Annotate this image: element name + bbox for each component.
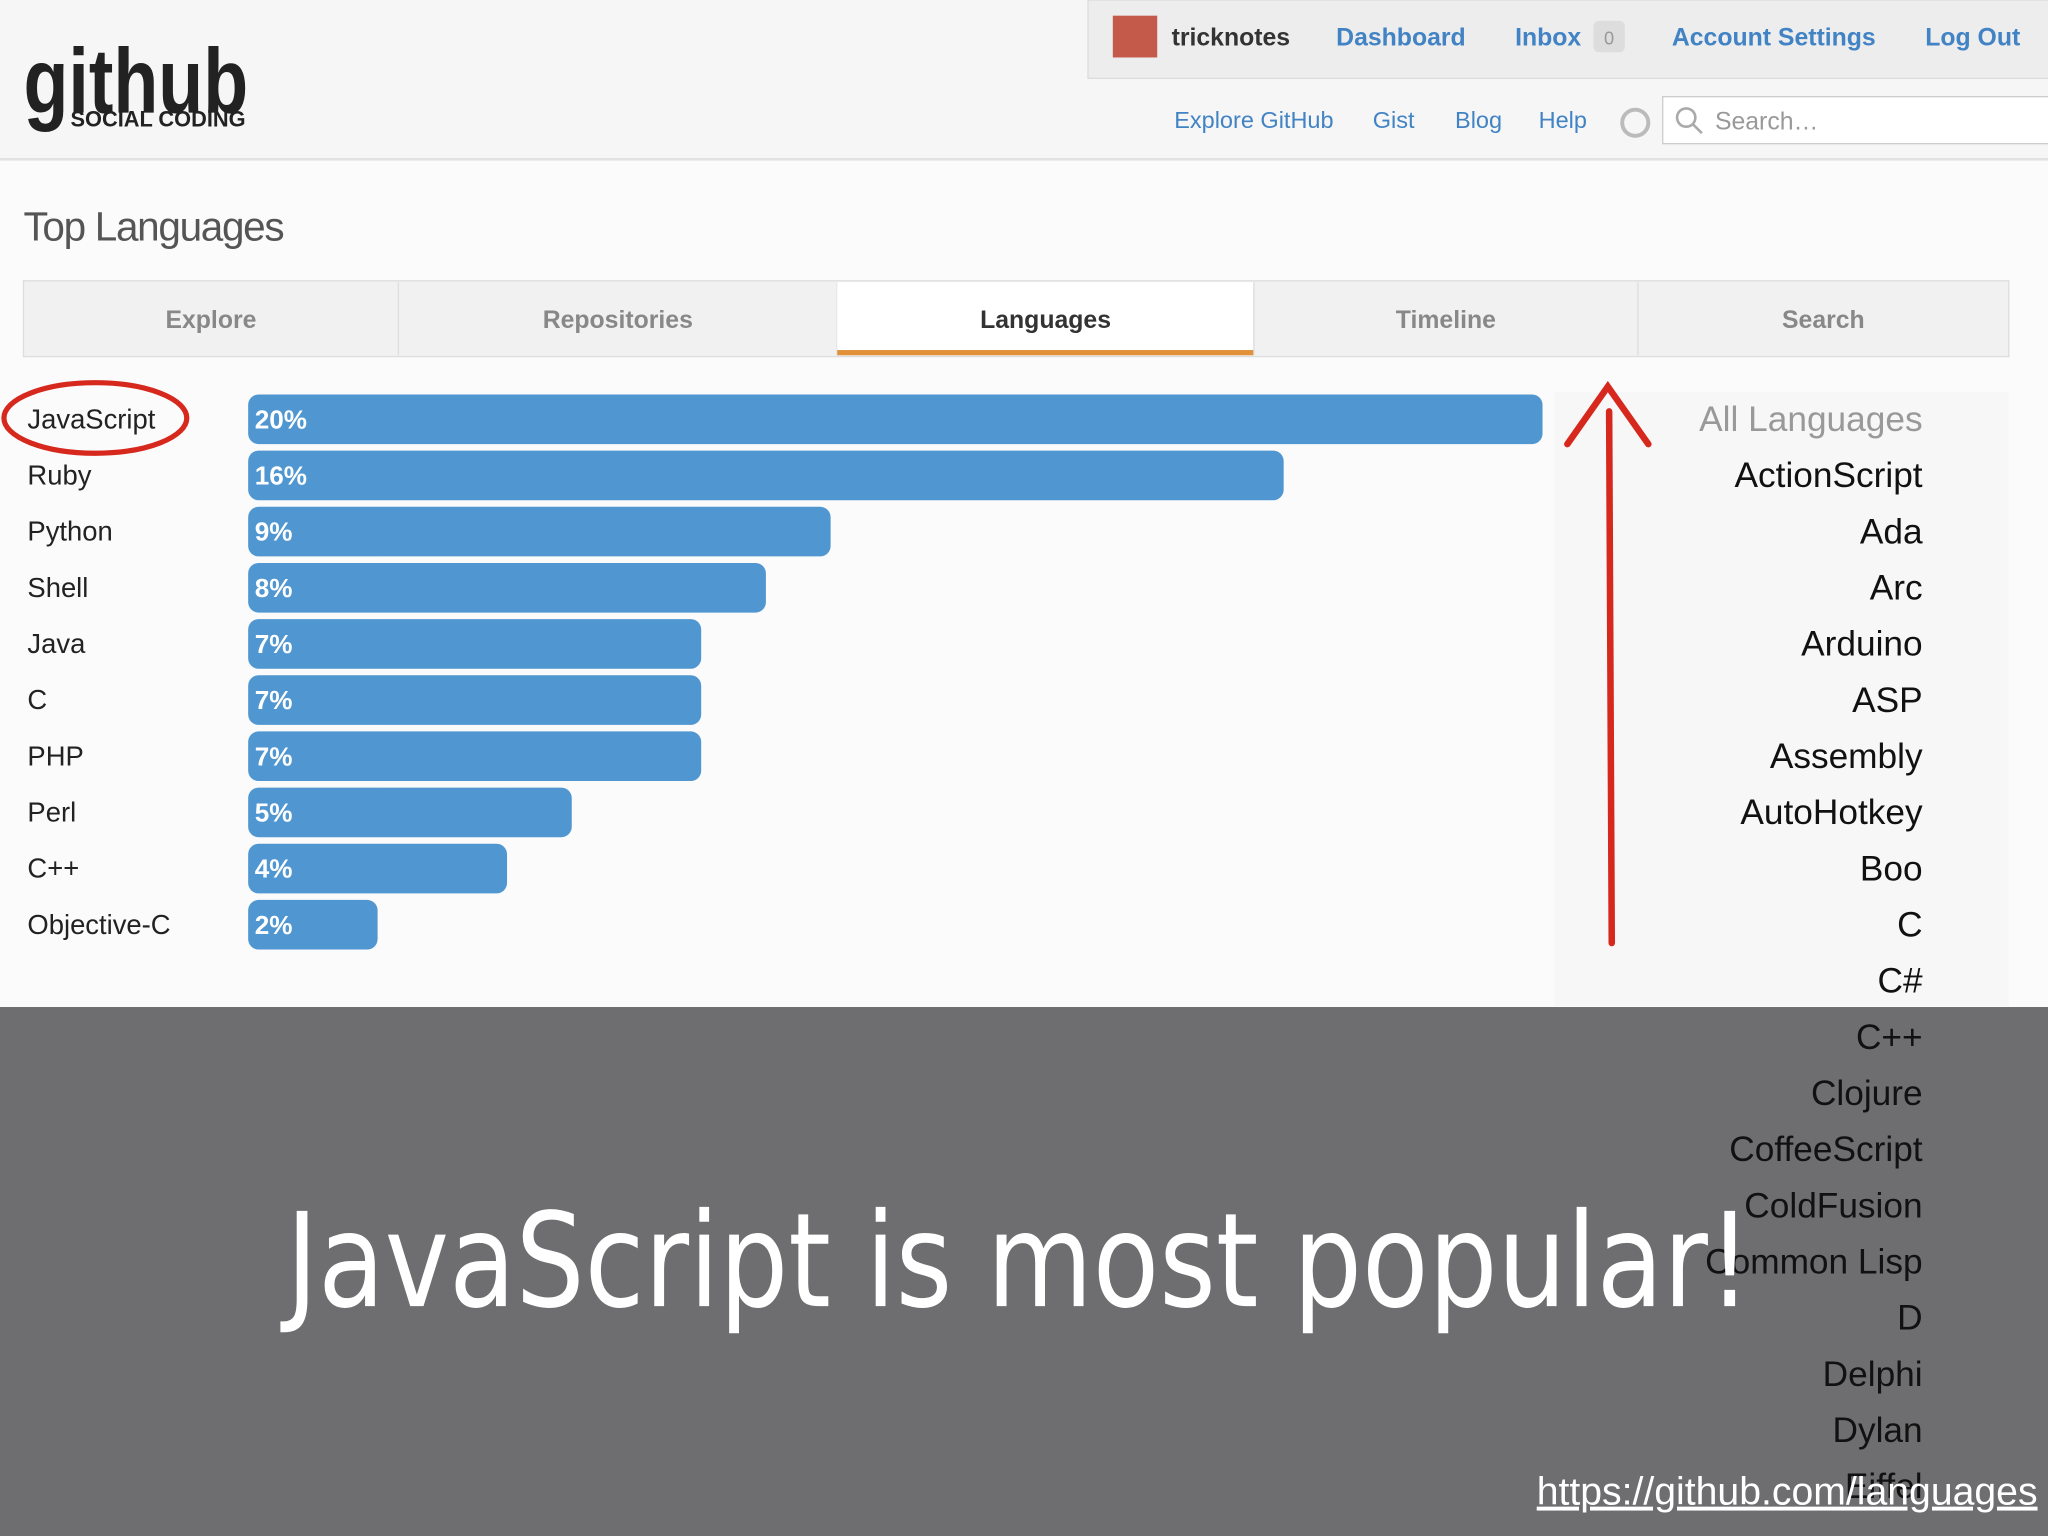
- tab-underline: [837, 350, 1254, 356]
- search-icon: [1675, 107, 1697, 128]
- username[interactable]: tricknotes: [1172, 25, 1291, 52]
- value-label: 20%: [255, 404, 307, 434]
- language-name[interactable]: C: [27, 684, 47, 715]
- bar: [248, 787, 572, 838]
- subnav-link[interactable]: Gist: [1373, 107, 1415, 133]
- nav-link[interactable]: Account Settings: [1672, 25, 1876, 52]
- tab[interactable]: Repositories: [543, 307, 693, 334]
- language-link[interactable]: Eiffel: [1845, 1467, 1923, 1506]
- search-icon: [1691, 123, 1703, 135]
- bar: [248, 619, 702, 669]
- annotation-arrow: [1564, 380, 1652, 947]
- logo-sub: SOCIAL CODING: [71, 107, 246, 132]
- language-link[interactable]: ColdFusion: [1744, 1186, 1922, 1225]
- language-name[interactable]: Ruby: [27, 460, 91, 491]
- nav-link[interactable]: Log Out: [1925, 25, 2020, 52]
- bar: [248, 843, 508, 894]
- language-list: All Languages ActionScript Ada Arc Arduino AS…: [1699, 400, 1923, 1506]
- tab-active: [837, 282, 1254, 356]
- language-link[interactable]: Arc: [1870, 569, 1923, 608]
- language-link[interactable]: ASP: [1852, 681, 1923, 720]
- nav-link[interactable]: Inbox: [1515, 25, 1581, 52]
- value-label: 16%: [255, 461, 307, 491]
- nav-link[interactable]: Dashboard: [1336, 25, 1466, 52]
- settings-icon[interactable]: [1620, 107, 1651, 138]
- language-link[interactable]: Clojure: [1811, 1074, 1923, 1113]
- language-link[interactable]: Common Lisp: [1705, 1242, 1922, 1281]
- tab[interactable]: Search: [1782, 307, 1865, 334]
- language-link[interactable]: CoffeeScript: [1729, 1130, 1923, 1169]
- language-name[interactable]: Perl: [27, 797, 76, 828]
- tab[interactable]: Languages: [980, 307, 1111, 334]
- avatar[interactable]: [1112, 15, 1158, 58]
- language-link[interactable]: Ada: [1860, 512, 1923, 551]
- source-url[interactable]: https://github.com/languages: [1537, 1471, 2038, 1514]
- overlay-band: [0, 1007, 2048, 1536]
- language-name[interactable]: Shell: [27, 572, 88, 603]
- language-link[interactable]: C#: [1878, 962, 1923, 1001]
- language-name[interactable]: C++: [27, 853, 79, 884]
- user-bar: [1087, 0, 2048, 80]
- value-label: 7%: [255, 685, 293, 715]
- inbox-count: 0: [1604, 27, 1614, 48]
- language-name[interactable]: Objective-C: [27, 909, 170, 940]
- inbox-badge: [1593, 20, 1625, 53]
- language-name[interactable]: Python: [27, 516, 112, 547]
- search-box[interactable]: [1662, 95, 2048, 145]
- language-link[interactable]: AutoHotkey: [1740, 793, 1923, 832]
- caption: JavaScript is most popular!: [280, 1185, 1751, 1337]
- chart: JavaScript 20% Ruby 16% Python 9% Shell 8% Java 7…: [27, 394, 1543, 950]
- language-link[interactable]: C: [1897, 905, 1922, 944]
- bar: [248, 731, 702, 782]
- bar: [248, 506, 831, 557]
- language-link[interactable]: Boo: [1860, 849, 1923, 888]
- language-link[interactable]: Delphi: [1823, 1355, 1923, 1394]
- value-label: 2%: [255, 910, 293, 940]
- tab[interactable]: Timeline: [1396, 307, 1496, 334]
- value-label: 7%: [255, 741, 293, 771]
- tab[interactable]: Explore: [165, 307, 256, 334]
- subnav-link[interactable]: Blog: [1455, 107, 1502, 133]
- bar: [248, 450, 1284, 501]
- language-link[interactable]: Arduino: [1801, 625, 1923, 664]
- page-title: Top Languages: [24, 203, 284, 249]
- language-link[interactable]: Dylan: [1832, 1411, 1922, 1450]
- value-label: 4%: [255, 854, 293, 884]
- language-link[interactable]: D: [1897, 1299, 1922, 1338]
- bar: [248, 675, 702, 725]
- subnav-link[interactable]: Explore GitHub: [1174, 107, 1333, 133]
- language-name[interactable]: Java: [27, 628, 86, 659]
- bar: [248, 394, 1543, 445]
- value-label: 7%: [255, 629, 293, 659]
- bar: [248, 899, 378, 950]
- language-name[interactable]: JavaScript: [27, 403, 155, 434]
- value-label: 8%: [255, 573, 293, 603]
- bar: [248, 562, 766, 613]
- search-placeholder: Search…: [1715, 108, 1818, 135]
- value-label: 5%: [255, 798, 293, 828]
- language-link[interactable]: ActionScript: [1735, 456, 1923, 495]
- language-name[interactable]: PHP: [27, 740, 83, 771]
- value-label: 9%: [255, 517, 293, 547]
- sidebar-bg: [1554, 391, 2009, 1006]
- subnav-link[interactable]: Help: [1539, 107, 1587, 133]
- language-link[interactable]: Assembly: [1770, 737, 1923, 776]
- list-title: All Languages: [1699, 400, 1922, 439]
- tabs: Explore Repositories Languages Timeline Sear…: [165, 282, 1865, 356]
- logo[interactable]: github: [24, 30, 249, 132]
- highlight-circle: [1, 380, 190, 456]
- language-link[interactable]: C++: [1856, 1018, 1923, 1057]
